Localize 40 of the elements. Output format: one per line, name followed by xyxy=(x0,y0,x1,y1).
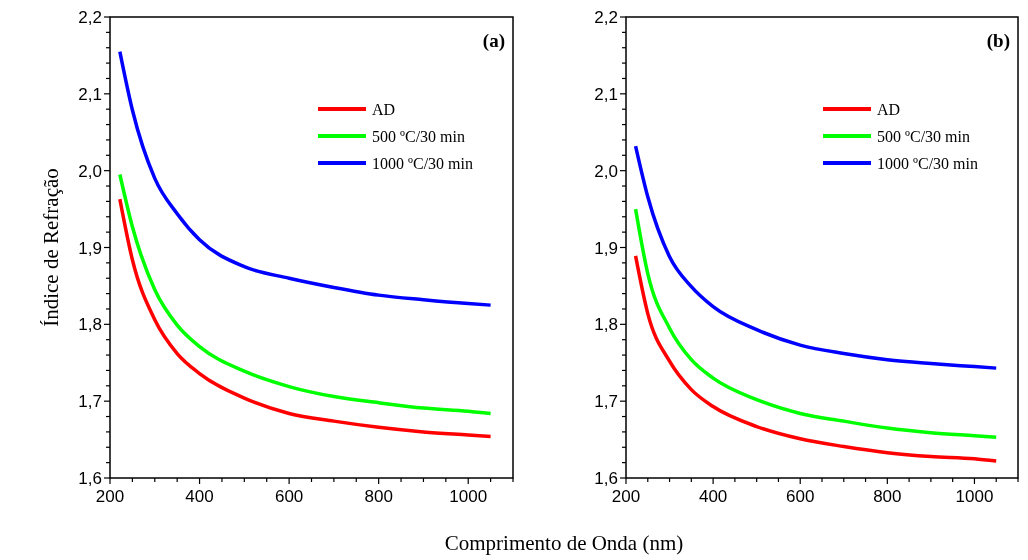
legend-label: AD xyxy=(877,101,901,118)
y-tick-label: 1,7 xyxy=(78,392,102,412)
x-tick-label: 600 xyxy=(274,487,304,506)
line-series xyxy=(633,144,998,370)
y-tick-label: 2,0 xyxy=(78,161,102,181)
y-tick-label: 2,2 xyxy=(78,8,102,27)
x-tick-label: 600 xyxy=(786,487,815,506)
y-axis-title: Índice de Refração xyxy=(39,168,63,327)
y-tick-label: 1,8 xyxy=(594,315,618,335)
x-tick-label: 1000 xyxy=(449,487,488,506)
legend-label: 1000 ºC/30 min xyxy=(877,155,978,172)
line-series xyxy=(118,49,493,307)
x-tick-label: 400 xyxy=(185,487,214,506)
y-tick-label: 1,8 xyxy=(78,315,102,335)
y-tick-label: 1,7 xyxy=(594,392,618,412)
legend-label: 1000 ºC/30 min xyxy=(372,155,473,172)
y-tick-label: 2,1 xyxy=(594,84,618,104)
y-tick-label: 1,6 xyxy=(594,469,618,488)
x-tick-label: 800 xyxy=(364,487,393,506)
x-axis-title: Comprimento de Onda (nm) xyxy=(444,531,684,555)
line-series xyxy=(118,172,493,416)
legend-label: AD xyxy=(372,101,396,118)
annotation: (b) xyxy=(986,30,1010,52)
line-series xyxy=(118,197,493,439)
y-tick-label: 2,1 xyxy=(78,84,102,104)
x-tick-label: 1000 xyxy=(955,487,994,506)
y-tick-label: 2,2 xyxy=(594,8,618,27)
y-tick-label: 1,9 xyxy=(594,238,618,258)
x-tick-label: 400 xyxy=(698,487,728,506)
line-series xyxy=(633,254,998,463)
line-series xyxy=(633,207,998,440)
annotation: (a) xyxy=(482,30,505,52)
y-tick-label: 1,9 xyxy=(78,238,102,258)
y-tick-label: 1,6 xyxy=(78,469,102,488)
x-tick-label: 800 xyxy=(873,487,902,506)
legend-label: 500 ºC/30 min xyxy=(877,128,970,145)
x-tick-label: 200 xyxy=(611,487,641,506)
x-tick-label: 200 xyxy=(95,487,125,506)
legend-label: 500 ºC/30 min xyxy=(372,128,465,145)
y-tick-label: 2,0 xyxy=(594,161,618,181)
